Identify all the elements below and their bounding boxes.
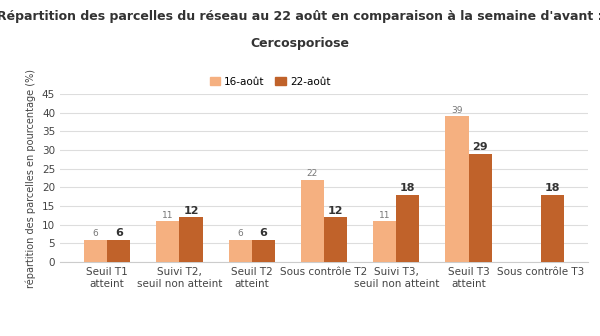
- Legend: 16-août, 22-août: 16-août, 22-août: [206, 73, 334, 91]
- Text: 6: 6: [259, 228, 267, 238]
- Text: 22: 22: [307, 169, 318, 178]
- Text: 11: 11: [162, 211, 173, 219]
- Text: 29: 29: [472, 142, 488, 152]
- Bar: [179, 217, 203, 262]
- Bar: [396, 195, 419, 262]
- Text: 12: 12: [328, 206, 343, 216]
- Bar: [445, 117, 469, 262]
- Bar: [469, 154, 492, 262]
- Bar: [373, 221, 396, 262]
- Bar: [84, 240, 107, 262]
- Text: 18: 18: [545, 183, 560, 194]
- Text: 12: 12: [183, 206, 199, 216]
- Bar: [229, 240, 252, 262]
- Bar: [107, 240, 130, 262]
- Text: 6: 6: [237, 229, 243, 238]
- Text: 11: 11: [379, 211, 391, 219]
- Bar: [541, 195, 564, 262]
- Text: 18: 18: [400, 183, 416, 194]
- Text: 39: 39: [451, 106, 463, 115]
- Text: Répartition des parcelles du réseau au 22 août en comparaison à la semaine d'ava: Répartition des parcelles du réseau au 2…: [0, 10, 600, 23]
- Bar: [301, 180, 324, 262]
- Text: 6: 6: [92, 229, 98, 238]
- Text: 6: 6: [115, 228, 122, 238]
- Text: Cercosporiose: Cercosporiose: [251, 37, 349, 50]
- Y-axis label: répartition des parcelles en pourcentage (%): répartition des parcelles en pourcentage…: [26, 69, 37, 288]
- Bar: [324, 217, 347, 262]
- Bar: [156, 221, 179, 262]
- Bar: [252, 240, 275, 262]
